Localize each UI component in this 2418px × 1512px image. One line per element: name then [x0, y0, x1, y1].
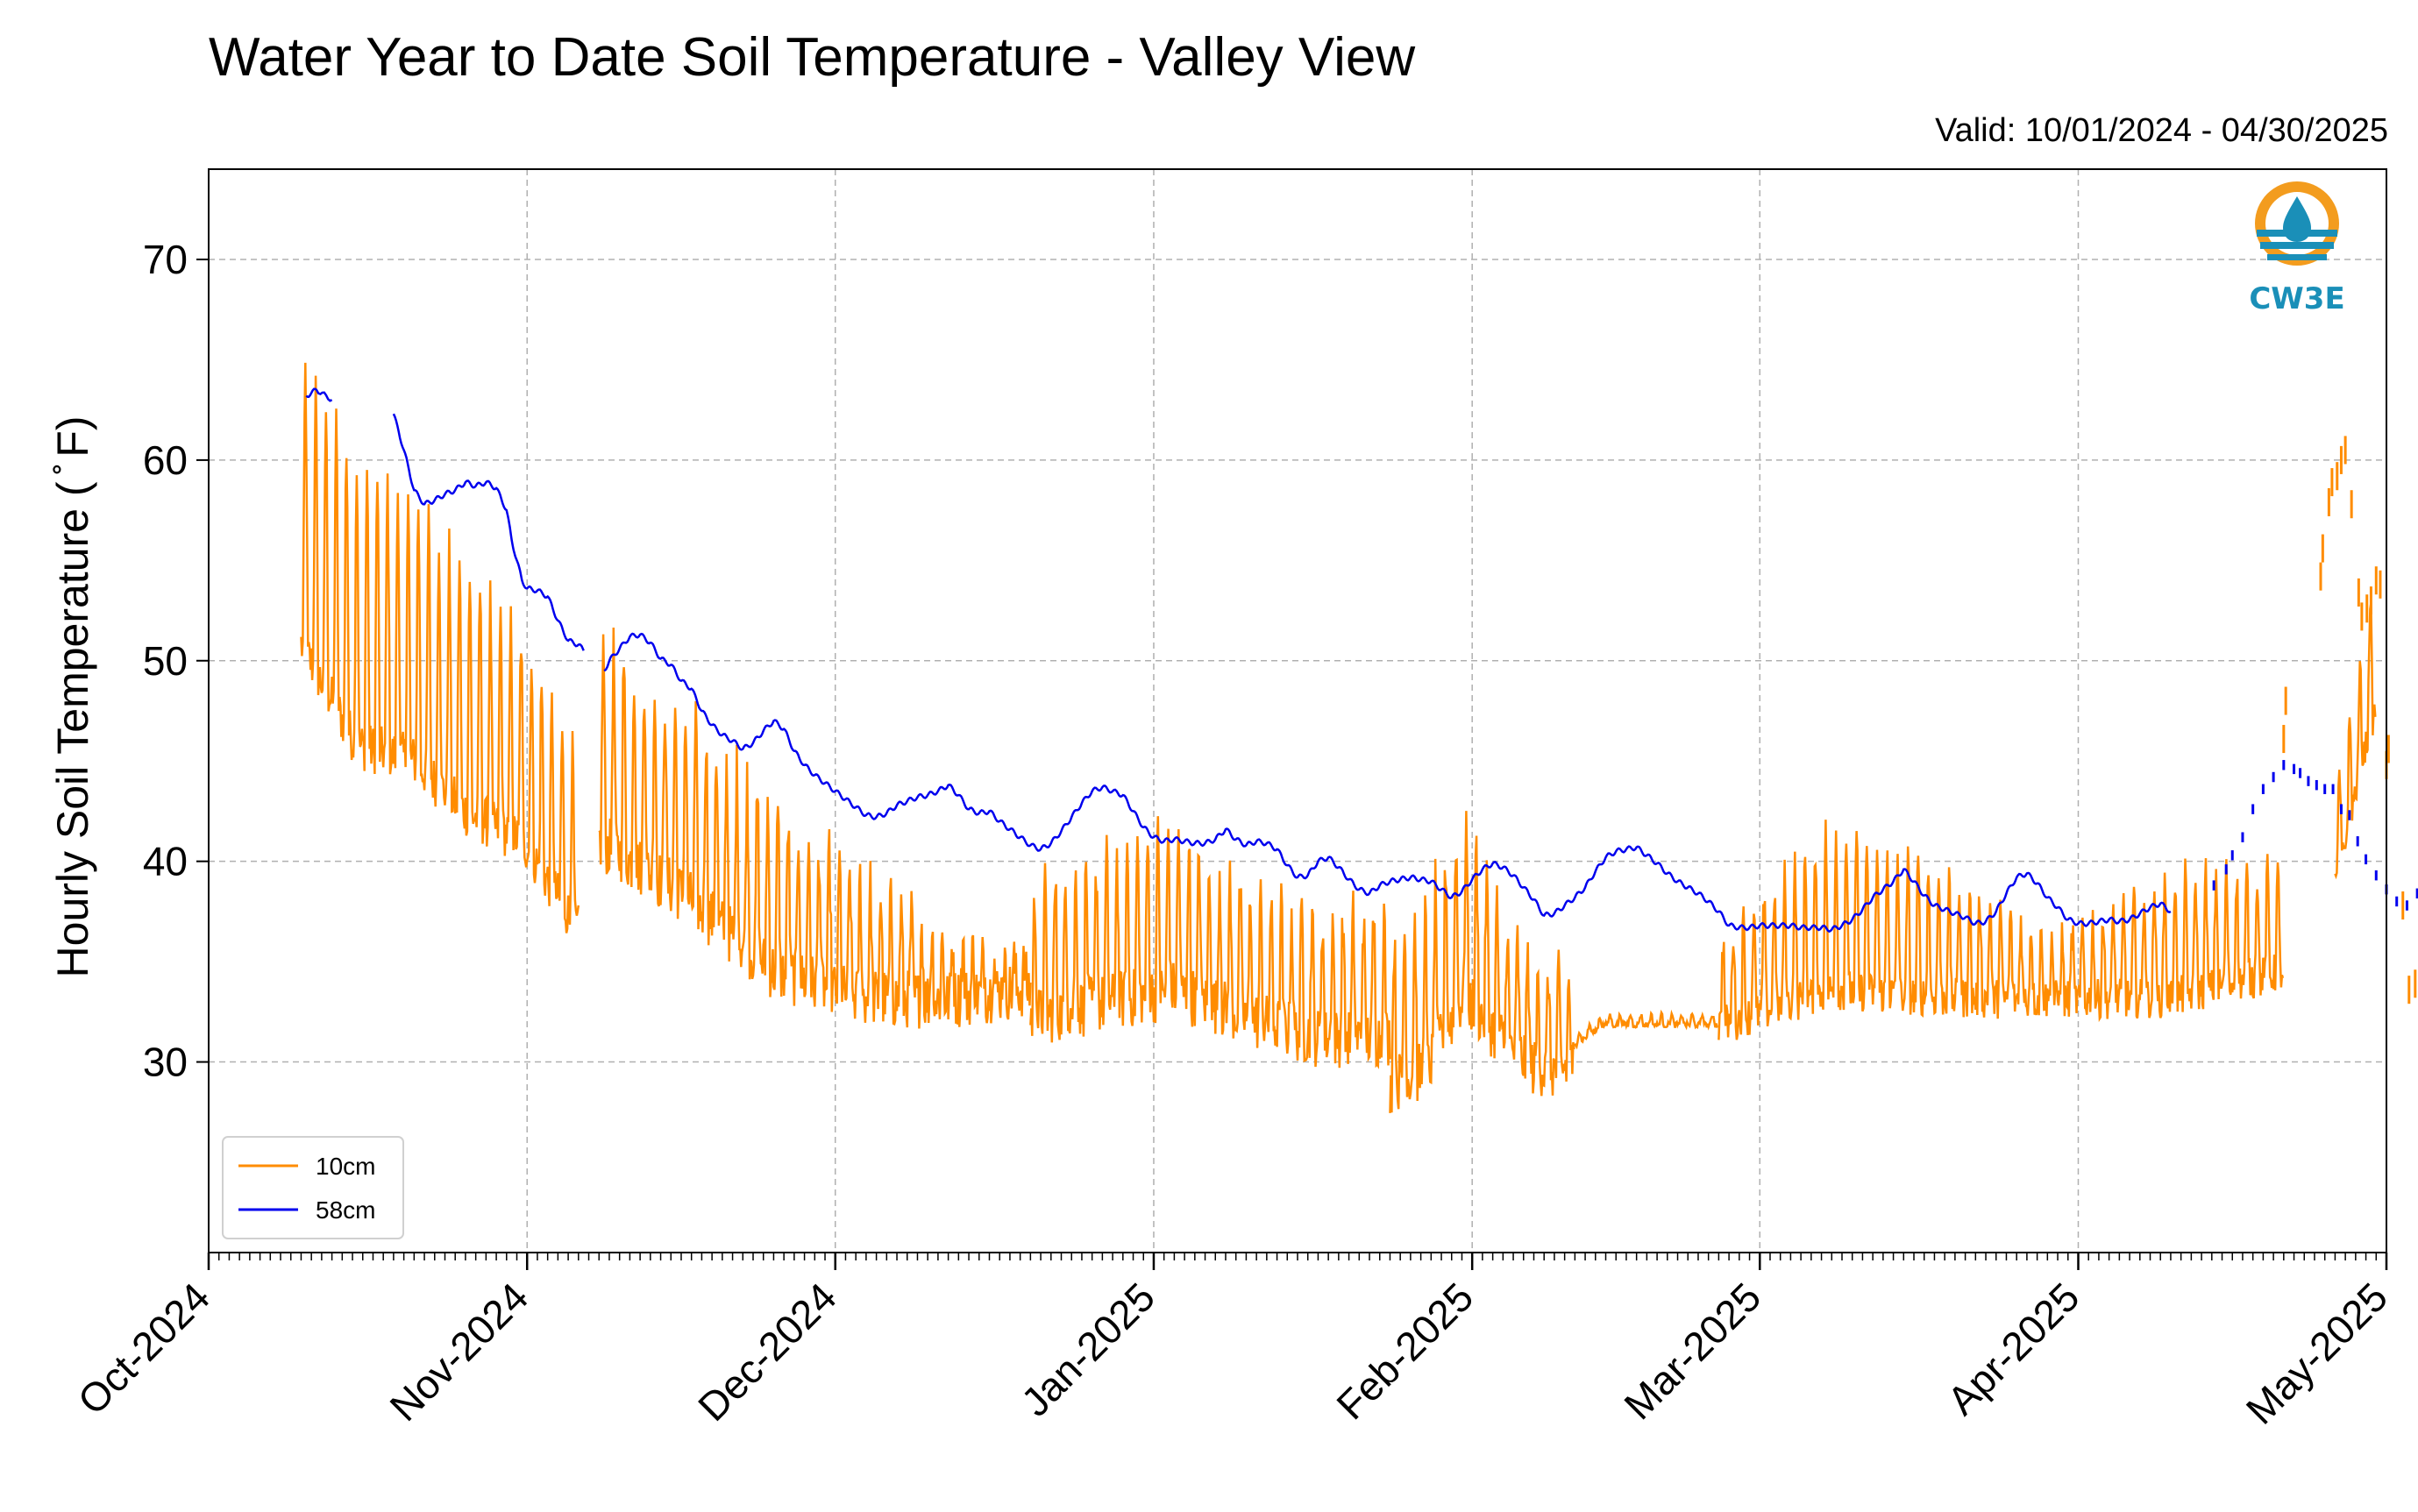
series-10cm-line-2: [1029, 816, 1391, 1069]
legend: 10cm 58cm: [222, 1136, 404, 1239]
grid-lines: [209, 169, 2386, 1253]
x-tick-label-May-2025: May-2025: [2237, 1274, 2396, 1432]
series-10cm-line-5: [1717, 820, 2285, 1040]
x-tick-label-Jan-2025: Jan-2025: [1013, 1274, 1163, 1424]
logo-text: CW3E: [2249, 281, 2344, 316]
y-tick-label-30: 30: [143, 1040, 188, 1085]
x-tick-label-Feb-2025: Feb-2025: [1327, 1274, 1482, 1428]
series-58cm-line-4: [603, 632, 2172, 933]
logo-wave-1: [2257, 230, 2337, 237]
legend-box: [222, 1136, 404, 1239]
legend-label-10cm: 10cm: [316, 1153, 375, 1180]
x-tick-label-Nov-2024: Nov-2024: [380, 1274, 537, 1430]
y-tick-label-50: 50: [143, 638, 188, 684]
y-axis-label: Hourly Soil Temperature ( ̊ F): [48, 416, 97, 978]
logo-wave-2: [2260, 242, 2334, 249]
series-58cm-line-0: [305, 387, 333, 402]
x-tick-label-Dec-2024: Dec-2024: [689, 1274, 845, 1430]
cw3e-logo: CW3E: [2249, 181, 2345, 316]
series-58cm-line-3: [392, 413, 585, 651]
series-10cm-line-0: [300, 362, 580, 933]
series-10cm-line-1: [598, 627, 1032, 1029]
x-tick-label-Apr-2025: Apr-2025: [1938, 1274, 2088, 1423]
series-10cm-line-6: [2334, 603, 2377, 880]
series-10cm-line-3: [1389, 811, 1575, 1113]
logo-wave-3: [2267, 254, 2327, 260]
x-tick-label-Oct-2024: Oct-2024: [69, 1274, 219, 1423]
plot-frame: [208, 168, 2387, 1253]
valid-date-range: Valid: 10/01/2024 - 04/30/2025: [1935, 112, 2388, 149]
data-series: [300, 362, 2418, 1113]
x-tick-label-Mar-2025: Mar-2025: [1615, 1274, 1769, 1428]
legend-label-58cm: 58cm: [316, 1196, 375, 1224]
chart-title: Water Year to Date Soil Temperature - Va…: [209, 27, 1416, 88]
y-tick-label-60: 60: [143, 437, 188, 483]
series-10cm-line-4: [1574, 1009, 1718, 1050]
y-axis: 30 40 50 60 70: [143, 237, 209, 1085]
y-tick-label-70: 70: [143, 237, 188, 282]
y-tick-label-40: 40: [143, 839, 188, 884]
x-axis: Oct-2024 Nov-2024 Dec-2024 Jan-2025 Feb-2025…: [69, 1253, 2396, 1433]
